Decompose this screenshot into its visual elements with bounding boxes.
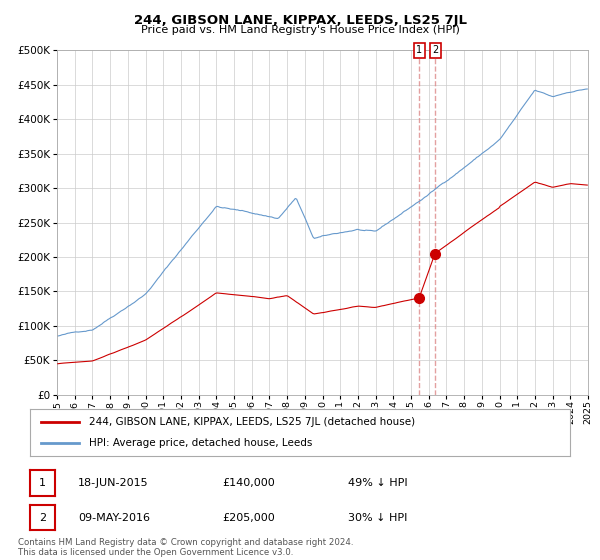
Text: £140,000: £140,000 (222, 478, 275, 488)
Text: 18-JUN-2015: 18-JUN-2015 (78, 478, 149, 488)
Text: 2: 2 (432, 45, 438, 55)
Text: 1: 1 (416, 45, 422, 55)
Text: Price paid vs. HM Land Registry's House Price Index (HPI): Price paid vs. HM Land Registry's House … (140, 25, 460, 35)
Text: 2: 2 (39, 513, 46, 522)
Text: £205,000: £205,000 (222, 513, 275, 522)
Text: 244, GIBSON LANE, KIPPAX, LEEDS, LS25 7JL: 244, GIBSON LANE, KIPPAX, LEEDS, LS25 7J… (133, 14, 467, 27)
Text: 49% ↓ HPI: 49% ↓ HPI (348, 478, 407, 488)
Text: Contains HM Land Registry data © Crown copyright and database right 2024.: Contains HM Land Registry data © Crown c… (18, 538, 353, 547)
Text: 09-MAY-2016: 09-MAY-2016 (78, 513, 150, 522)
Text: This data is licensed under the Open Government Licence v3.0.: This data is licensed under the Open Gov… (18, 548, 293, 557)
Text: 244, GIBSON LANE, KIPPAX, LEEDS, LS25 7JL (detached house): 244, GIBSON LANE, KIPPAX, LEEDS, LS25 7J… (89, 417, 416, 427)
Text: 1: 1 (39, 478, 46, 488)
Text: HPI: Average price, detached house, Leeds: HPI: Average price, detached house, Leed… (89, 438, 313, 448)
Text: 30% ↓ HPI: 30% ↓ HPI (348, 513, 407, 522)
